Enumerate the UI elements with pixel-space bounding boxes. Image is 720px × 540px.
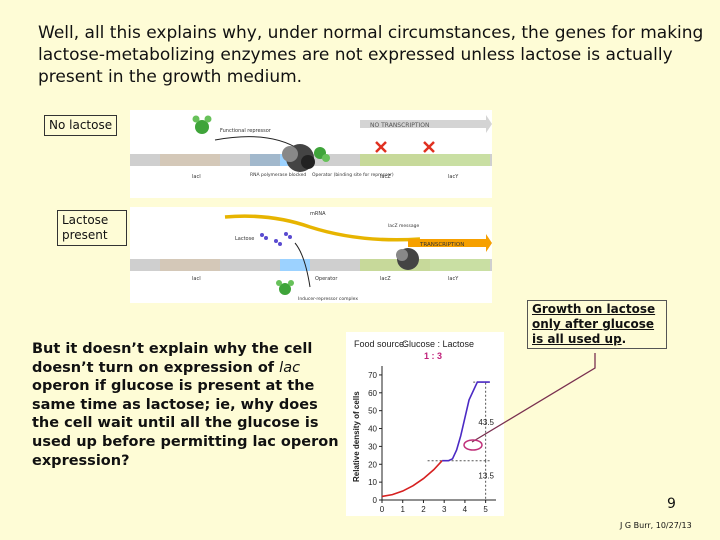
lactose-present-diagram: mRNA lacZ message TRANSCRIPTION Lactose … bbox=[130, 207, 492, 303]
growth-curve-chart: Food source: Glucose : Lactose 1 : 3 Rel… bbox=[346, 332, 504, 516]
callout-underlined: only after glucose is all used up bbox=[532, 317, 655, 346]
x-tick-label: 3 bbox=[442, 505, 447, 514]
complex-label: Inducer-repressor complex bbox=[298, 296, 358, 302]
functional-repressor-label: Functional repressor bbox=[220, 128, 272, 134]
x-tick-label: 4 bbox=[463, 505, 468, 514]
y-tick-label: 10 bbox=[368, 478, 377, 487]
no-transcription-label: NO TRANSCRIPTION bbox=[370, 122, 430, 129]
gene-lacz: lacZ bbox=[380, 174, 391, 180]
annotation-low: 13.5 bbox=[478, 472, 494, 481]
y-tick-label: 40 bbox=[368, 425, 377, 434]
rna-polymerase-icon bbox=[396, 248, 419, 270]
mrna-strand bbox=[224, 214, 421, 242]
gene-lacy: lacY bbox=[448, 276, 459, 282]
no-lactose-diagram: Functional repressor NO TRANSCRIPTION la… bbox=[130, 110, 492, 198]
y-tick-label: 0 bbox=[373, 496, 378, 505]
lactose-molecule-icon bbox=[260, 232, 292, 246]
blocked-x-icon bbox=[375, 141, 435, 153]
x-tick-label: 0 bbox=[380, 505, 385, 514]
y-tick-label: 60 bbox=[368, 389, 377, 398]
repressor-icon bbox=[192, 115, 212, 134]
x-tick-label: 1 bbox=[401, 505, 406, 514]
x-tick-label: 2 bbox=[421, 505, 426, 514]
y-tick-label: 70 bbox=[368, 371, 377, 380]
callout-box: Growth on lactose only after glucose is … bbox=[527, 300, 667, 349]
mrna-label: mRNA bbox=[310, 211, 326, 217]
gene-lacz: lacZ bbox=[380, 276, 391, 282]
rna-polymerase-blocked-label: RNA polymerase blocked bbox=[250, 172, 306, 178]
graph-header: Glucose : Lactose bbox=[402, 339, 474, 349]
food-source-label: Food source: bbox=[354, 339, 407, 349]
gene-lacy: lacY bbox=[448, 174, 459, 180]
y-tick-label: 30 bbox=[368, 442, 377, 451]
x-tick-label: 5 bbox=[483, 505, 488, 514]
y-axis-label: Relative density of cells bbox=[352, 391, 361, 482]
ratio-label: 1 : 3 bbox=[424, 351, 442, 361]
no-lactose-label: No lactose bbox=[44, 115, 118, 136]
transcription-label: TRANSCRIPTION bbox=[419, 242, 464, 248]
series-line-glucose bbox=[381, 460, 443, 498]
inducer-repressor-complex-icon bbox=[276, 280, 294, 295]
annotation-high: 43.5 bbox=[478, 418, 494, 427]
question-text: But it doesn’t explain why the cell does… bbox=[32, 341, 339, 469]
slide-title: Well, all this explains why, under norma… bbox=[38, 23, 704, 87]
lactose-label: Lactose bbox=[235, 236, 254, 242]
y-tick-label: 50 bbox=[368, 407, 377, 416]
operator-label: Operator (binding site for repressor) bbox=[312, 172, 394, 178]
y-tick-label: 20 bbox=[368, 460, 377, 469]
gene-laci: lacI bbox=[192, 174, 201, 180]
credit: J G Burr, 10/27/13 bbox=[620, 521, 692, 530]
operator-repressor-icon bbox=[314, 147, 330, 162]
operator-label: Operator bbox=[315, 276, 338, 282]
page-number: 9 bbox=[667, 496, 676, 512]
lacz-message-label: lacZ message bbox=[388, 223, 419, 229]
rna-polymerase-icon bbox=[282, 144, 315, 172]
lactose-present-label: Lactose present bbox=[57, 210, 127, 246]
gene-laci: lacI bbox=[192, 276, 201, 282]
